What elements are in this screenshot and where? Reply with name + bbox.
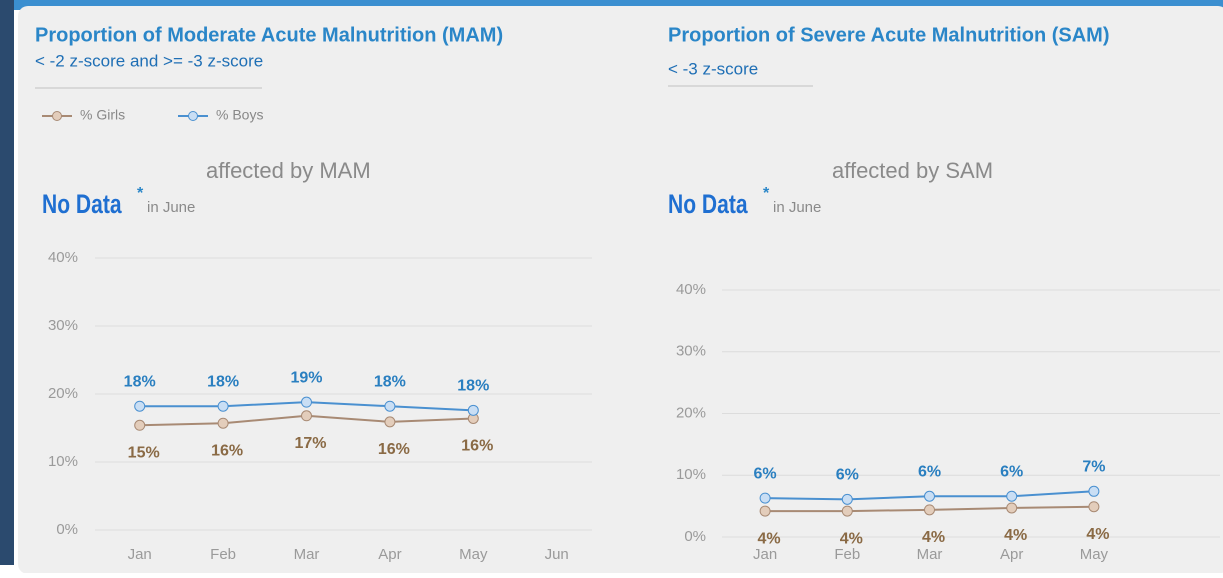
value-label: 16%	[378, 441, 410, 458]
y-tick-label: 20%	[48, 385, 78, 402]
x-tick-label: Mar	[917, 546, 943, 563]
legend-marker	[188, 111, 198, 121]
y-tick-label: 10%	[676, 466, 706, 483]
x-tick-label: Apr	[378, 546, 401, 563]
value-label: 19%	[290, 369, 322, 386]
point	[841, 493, 853, 505]
x-tick-label: Jan	[753, 546, 777, 563]
point	[1006, 490, 1018, 502]
point	[217, 400, 229, 412]
value-label: 18%	[374, 373, 406, 390]
value-label: 18%	[457, 378, 489, 395]
no-data-note: in June	[147, 199, 195, 216]
point	[1006, 502, 1018, 514]
y-tick-label: 20%	[676, 404, 706, 421]
mam-chart: Proportion of Moderate Acute Malnutritio…	[35, 24, 592, 563]
chart-subtitle: < -2 z-score and >= -3 z-score	[35, 51, 263, 70]
x-tick-label: Feb	[210, 546, 236, 563]
legend-marker	[52, 111, 62, 121]
y-tick-label: 0%	[56, 521, 78, 538]
value-label: 16%	[461, 438, 493, 455]
value-label: 16%	[211, 442, 243, 459]
chart-title: Proportion of Moderate Acute Malnutritio…	[35, 24, 503, 46]
no-data: No Data	[668, 190, 748, 220]
no-data-note: in June	[773, 199, 821, 216]
x-tick-label: Feb	[834, 546, 860, 563]
value-label: 17%	[294, 435, 326, 452]
chart-subtitle: < -3 z-score	[668, 59, 758, 78]
point	[924, 504, 935, 516]
annotation: affected by SAM	[832, 158, 993, 183]
point	[134, 400, 146, 412]
value-label: 7%	[1082, 459, 1105, 476]
asterisk: *	[763, 185, 770, 202]
y-tick-label: 30%	[676, 343, 706, 360]
value-label: 6%	[754, 465, 777, 482]
value-label: 6%	[836, 467, 859, 484]
x-tick-label: May	[459, 546, 488, 563]
x-tick-label: Mar	[294, 546, 320, 563]
point	[301, 410, 312, 422]
legend-label: % Boys	[216, 107, 263, 123]
y-tick-label: 10%	[48, 453, 78, 470]
sam-chart: Proportion of Severe Acute Malnutrition …	[668, 24, 1220, 563]
legend-label: % Girls	[80, 107, 125, 123]
point	[467, 404, 479, 416]
point	[759, 492, 771, 504]
value-label: 4%	[1004, 527, 1027, 544]
value-label: 4%	[840, 530, 863, 547]
point	[759, 505, 771, 517]
annotation: affected by MAM	[206, 158, 371, 183]
value-label: 15%	[128, 444, 160, 461]
y-tick-label: 40%	[48, 249, 78, 266]
y-tick-label: 40%	[676, 281, 706, 298]
y-tick-label: 0%	[684, 528, 706, 545]
point	[1088, 485, 1100, 497]
point	[924, 490, 935, 502]
y-tick-label: 30%	[48, 317, 78, 334]
x-tick-label: Jan	[128, 546, 152, 563]
panel	[18, 6, 1223, 574]
point	[384, 400, 396, 412]
point	[134, 419, 146, 431]
point	[384, 416, 396, 428]
top-banner	[14, 0, 1223, 10]
chart-title: Proportion of Severe Acute Malnutrition …	[668, 24, 1110, 46]
x-tick-label: May	[1080, 546, 1109, 563]
point	[841, 505, 853, 517]
x-tick-label: Apr	[1000, 546, 1023, 563]
asterisk: *	[137, 185, 144, 202]
value-label: 4%	[758, 530, 781, 547]
point	[1088, 501, 1100, 513]
value-label: 18%	[207, 373, 239, 390]
value-label: 18%	[124, 373, 156, 390]
value-label: 4%	[1086, 526, 1109, 543]
x-tick-label: Jun	[545, 546, 569, 563]
point	[217, 417, 229, 429]
value-label: 6%	[1000, 463, 1023, 480]
value-label: 4%	[922, 529, 945, 546]
no-data: No Data	[42, 190, 122, 220]
value-label: 6%	[918, 463, 941, 480]
side-strip	[0, 0, 14, 565]
point	[301, 396, 312, 408]
